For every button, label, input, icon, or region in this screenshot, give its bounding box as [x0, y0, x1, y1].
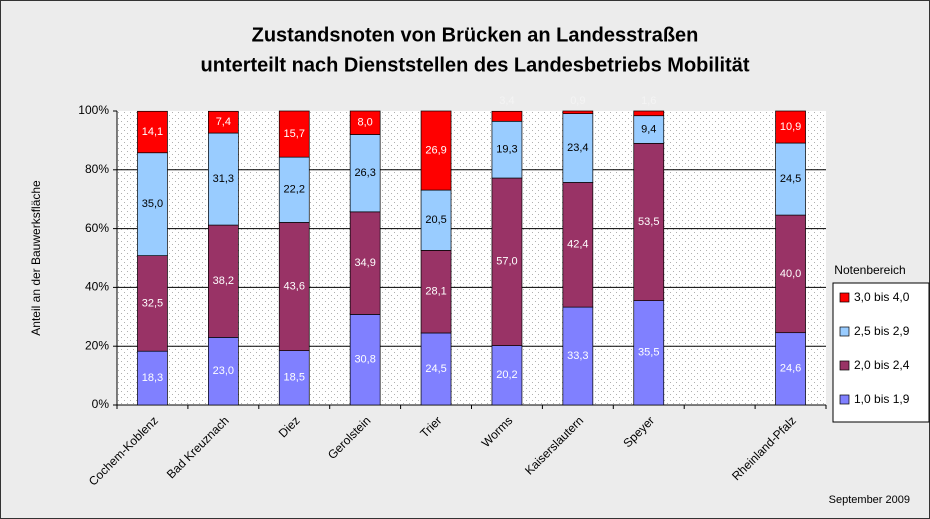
legend-label: 2,0 bis 2,4	[854, 358, 910, 372]
value-label: 18,3	[142, 372, 163, 384]
bar-segment	[633, 300, 665, 406]
bar-segment	[562, 306, 594, 406]
value-label: 3,4	[499, 95, 514, 107]
bar-segment	[420, 250, 452, 334]
value-label: 23,4	[567, 142, 588, 154]
bar-segment	[491, 177, 523, 346]
legend-title: Notenbereich	[834, 263, 905, 277]
bar-segment	[491, 345, 523, 406]
value-label: 20,2	[496, 369, 517, 381]
legend-swatch	[839, 360, 850, 371]
value-label: 28,1	[425, 286, 446, 298]
y-tick-label: 0%	[92, 397, 110, 411]
y-tick-label: 20%	[85, 338, 109, 352]
chart-title: Zustandsnoten von Brücken an Landesstraß…	[252, 24, 699, 46]
bar-segment	[633, 142, 665, 301]
value-label: 8,0	[358, 117, 373, 129]
value-label: 43,6	[284, 280, 305, 292]
value-label: 53,5	[638, 216, 659, 228]
bar-segment	[349, 110, 381, 135]
bar-segment	[349, 314, 381, 406]
bar-segment	[633, 115, 665, 144]
bar-segment	[278, 350, 310, 406]
value-label: 34,9	[354, 257, 375, 269]
bar-segment	[208, 224, 239, 338]
bar-segment	[137, 110, 168, 154]
bar-segment	[562, 110, 594, 114]
note: September 2009	[829, 494, 910, 506]
value-label: 38,2	[213, 275, 234, 287]
legend-label: 2,5 bis 2,9	[854, 324, 910, 338]
bar-segment	[775, 214, 806, 334]
value-label: 9,4	[641, 123, 656, 135]
value-label: 24,6	[780, 363, 801, 375]
bar-segment	[491, 120, 523, 179]
value-label: 35,0	[142, 198, 163, 210]
legend-label: 1,0 bis 1,9	[854, 392, 910, 406]
legend-swatch	[839, 394, 850, 405]
bar-segment	[278, 156, 310, 223]
y-tick-label: 80%	[85, 162, 109, 176]
y-tick-label: 100%	[78, 103, 109, 117]
bar-segment	[775, 110, 806, 144]
bar-segment	[491, 110, 523, 122]
bar-segment	[137, 255, 168, 352]
value-label: 22,2	[284, 184, 305, 196]
bar-segment	[278, 222, 310, 351]
legend-swatch	[839, 326, 850, 337]
bar-segment	[349, 211, 381, 315]
bar-segment	[278, 110, 310, 158]
value-label: 0,9	[570, 95, 585, 107]
bar-segment	[208, 337, 239, 406]
bar-segment	[633, 110, 665, 117]
bar-segment	[137, 350, 168, 406]
value-label: 33,3	[567, 350, 588, 362]
value-label: 10,9	[780, 121, 801, 133]
value-label: 24,5	[780, 173, 801, 185]
value-label: 15,7	[284, 128, 305, 140]
value-label: 23,0	[213, 365, 234, 377]
value-label: 31,3	[213, 173, 234, 185]
value-label: 32,5	[142, 297, 163, 309]
value-label: 35,5	[638, 347, 659, 359]
bar-segment	[775, 142, 806, 216]
value-label: 1,6	[641, 95, 656, 107]
value-label: 14,1	[142, 126, 163, 138]
value-label: 30,8	[354, 354, 375, 366]
value-label: 40,0	[780, 268, 801, 280]
bar-segment	[208, 110, 239, 134]
y-axis-label: Anteil an der Bauwerksfläche	[29, 180, 43, 336]
y-tick-label: 60%	[85, 221, 109, 235]
value-label: 42,4	[567, 239, 588, 251]
bar-segment	[208, 132, 239, 226]
y-tick-label: 40%	[85, 280, 109, 294]
bar-segment	[349, 134, 381, 213]
legend-label: 3,0 bis 4,0	[854, 290, 910, 304]
value-label: 24,5	[425, 363, 446, 375]
bar-segment	[420, 189, 452, 251]
value-label: 7,4	[216, 116, 231, 128]
value-label: 57,0	[496, 256, 517, 268]
legend-swatch	[839, 292, 850, 303]
chart-subtitle: unterteilt nach Dienststellen des Landes…	[201, 54, 750, 76]
bar-segment	[420, 110, 452, 191]
value-label: 26,9	[425, 144, 446, 156]
value-label: 20,5	[425, 214, 446, 226]
value-label: 26,3	[354, 167, 375, 179]
bar-segment	[420, 332, 452, 406]
value-label: 19,3	[496, 144, 517, 156]
value-label: 18,5	[284, 372, 305, 384]
